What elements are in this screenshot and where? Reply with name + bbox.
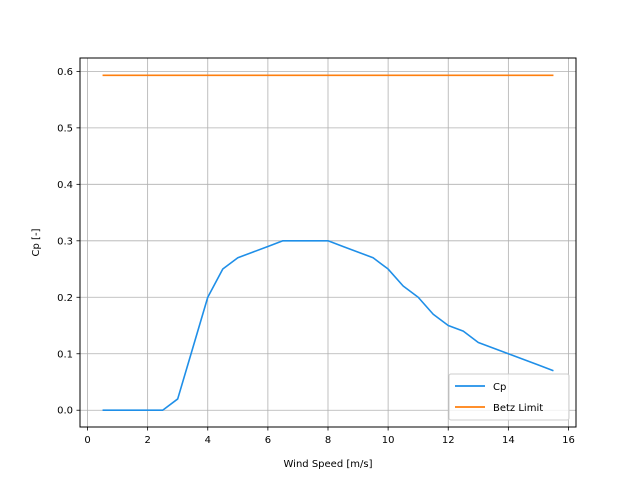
x-tick-label: 0 [84, 435, 90, 446]
y-tick-label: 0.2 [57, 293, 73, 304]
x-tick-label: 10 [382, 435, 395, 446]
series-line-cp [102, 240, 554, 412]
y-tick-label: 0.6 [57, 67, 73, 78]
x-axis-label: Wind Speed [m/s] [284, 459, 373, 470]
x-tick-label: 12 [442, 435, 455, 446]
grid-layer [80, 58, 576, 427]
y-axis-label: Cp [-] [31, 228, 42, 256]
y-tick-label: 0.0 [57, 406, 73, 417]
legend-label-cp: Cp [493, 382, 506, 393]
y-tick-label: 0.5 [57, 123, 73, 134]
series-layer [102, 74, 554, 412]
y-tick-label: 0.3 [57, 236, 73, 247]
y-tick-label: 0.1 [57, 349, 73, 360]
y-tick-label: 0.4 [57, 180, 73, 191]
x-tick-label: 2 [144, 435, 150, 446]
x-tick-label: 4 [205, 435, 211, 446]
tick-layer: 0 2 4 6 8 10 12 14 16 0.0 0.1 0.2 0.3 0.4 0.5 0.6 [57, 67, 575, 446]
x-tick-label: 14 [502, 435, 515, 446]
x-tick-label: 8 [325, 435, 331, 446]
x-tick-label: 6 [265, 435, 271, 446]
legend-label-betz-limit: Betz Limit [493, 403, 543, 414]
x-tick-label: 16 [562, 435, 575, 446]
legend: Cp Betz Limit [448, 373, 570, 421]
